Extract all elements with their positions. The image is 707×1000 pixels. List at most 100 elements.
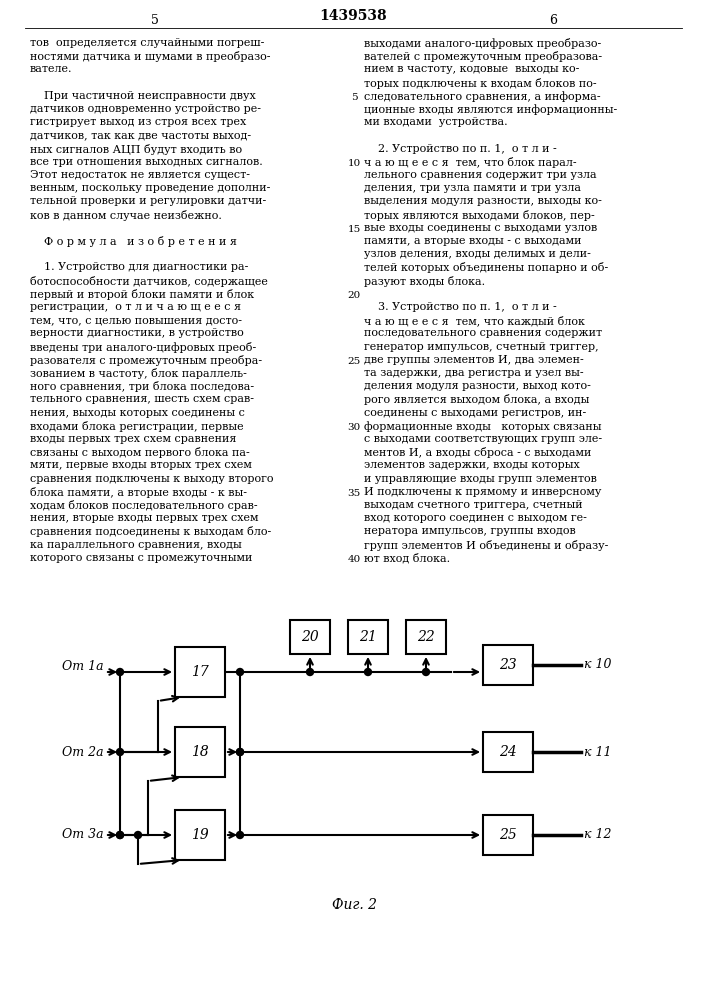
Text: ми входами  устройства.: ми входами устройства. [364,117,508,127]
Text: блока памяти, а вторые входы - к вы-: блока памяти, а вторые входы - к вы- [30,487,247,498]
Text: От 3а: От 3а [62,828,104,842]
Text: соединены с выходами регистров, ин-: соединены с выходами регистров, ин- [364,408,586,418]
Text: разователя с промежуточным преобра-: разователя с промежуточным преобра- [30,355,262,366]
Text: 20: 20 [347,291,361,300]
Text: генератор импульсов, счетный триггер,: генератор импульсов, счетный триггер, [364,342,599,352]
Text: 23: 23 [499,658,517,672]
Text: вход которого соединен с выходом ге-: вход которого соединен с выходом ге- [364,513,587,523]
Text: деления модуля разности, выход кото-: деления модуля разности, выход кото- [364,381,591,391]
Text: 5: 5 [151,13,159,26]
Text: И подключены к прямому и инверсному: И подключены к прямому и инверсному [364,487,602,497]
Text: 1439538: 1439538 [319,9,387,23]
Text: 5: 5 [351,93,357,102]
Circle shape [237,748,243,756]
Circle shape [307,668,313,676]
Circle shape [237,832,243,838]
Bar [175,727,225,777]
Text: ходам блоков последовательного срав-: ходам блоков последовательного срав- [30,500,257,511]
Text: тов  определяется случайными погреш-: тов определяется случайными погреш- [30,38,264,48]
Text: ментов И, а входы сброса - с выходами: ментов И, а входы сброса - с выходами [364,447,591,458]
Bar [348,620,388,654]
Text: 24: 24 [499,745,517,759]
Text: связаны с выходом первого блока па-: связаны с выходом первого блока па- [30,447,250,458]
Text: ботоспособности датчиков, содержащее: ботоспособности датчиков, содержащее [30,276,268,287]
Circle shape [117,668,124,676]
Text: выходам счетного триггера, счетный: выходам счетного триггера, счетный [364,500,583,510]
Circle shape [423,668,429,676]
Text: торых подключены к входам блоков по-: торых подключены к входам блоков по- [364,78,597,89]
Text: 40: 40 [347,555,361,564]
Text: лельного сравнения содержит три узла: лельного сравнения содержит три узла [364,170,597,180]
Text: ностями датчика и шумами в преобразо-: ностями датчика и шумами в преобразо- [30,51,271,62]
Circle shape [134,832,141,838]
Bar [175,647,225,697]
Text: вые входы соединены с выходами узлов: вые входы соединены с выходами узлов [364,223,597,233]
Text: 25: 25 [499,828,517,842]
Text: ных сигналов АЦП будут входить во: ных сигналов АЦП будут входить во [30,144,242,155]
Text: 18: 18 [191,745,209,759]
Text: выходами аналого-цифровых преобразо-: выходами аналого-цифровых преобразо- [364,38,601,49]
Text: 35: 35 [347,489,361,498]
Bar [175,810,225,860]
Circle shape [365,668,371,676]
Text: которого связаны с промежуточными: которого связаны с промежуточными [30,553,252,563]
Text: регистрации,  о т л и ч а ю щ е е с я: регистрации, о т л и ч а ю щ е е с я [30,302,241,312]
Text: верности диагностики, в устройство: верности диагностики, в устройство [30,328,244,338]
Text: 2. Устройство по п. 1,  о т л и -: 2. Устройство по п. 1, о т л и - [364,144,556,154]
Text: и управляющие входы групп элементов: и управляющие входы групп элементов [364,474,597,484]
Bar [483,645,533,685]
Text: 15: 15 [347,225,361,234]
Text: ков в данном случае неизбежно.: ков в данном случае неизбежно. [30,210,222,221]
Text: ционные входы являются информационны-: ционные входы являются информационны- [364,104,617,115]
Text: ка параллельного сравнения, входы: ка параллельного сравнения, входы [30,540,242,550]
Text: мяти, первые входы вторых трех схем: мяти, первые входы вторых трех схем [30,460,252,470]
Text: тельного сравнения, шесть схем срав-: тельного сравнения, шесть схем срав- [30,394,254,404]
Text: выделения модуля разности, выходы ко-: выделения модуля разности, выходы ко- [364,196,602,206]
Text: телей которых объединены попарно и об-: телей которых объединены попарно и об- [364,262,608,273]
Text: Этот недостаток не является сущест-: Этот недостаток не является сущест- [30,170,250,180]
Text: памяти, а вторые входы - с выходами: памяти, а вторые входы - с выходами [364,236,581,246]
Text: входами блока регистрации, первые: входами блока регистрации, первые [30,421,244,432]
Text: ют вход блока.: ют вход блока. [364,553,450,563]
Text: последовательного сравнения содержит: последовательного сравнения содержит [364,328,602,338]
Circle shape [117,748,124,756]
Text: групп элементов И объединены и образу-: групп элементов И объединены и образу- [364,540,609,551]
Text: гистрирует выход из строя всех трех: гистрирует выход из строя всех трех [30,117,246,127]
Text: вателей с промежуточным преобразова-: вателей с промежуточным преобразова- [364,51,602,62]
Text: ного сравнения, три блока последова-: ного сравнения, три блока последова- [30,381,254,392]
Text: сравнения подсоединены к выходам бло-: сравнения подсоединены к выходам бло- [30,526,271,537]
Text: Ф о р м у л а   и з о б р е т е н и я: Ф о р м у л а и з о б р е т е н и я [30,236,237,247]
Circle shape [237,668,243,676]
Text: с выходами соответствующих групп эле-: с выходами соответствующих групп эле- [364,434,602,444]
Text: рого является выходом блока, а входы: рого является выходом блока, а входы [364,394,590,405]
Text: 17: 17 [191,665,209,679]
Text: венным, поскольку проведение дополни-: венным, поскольку проведение дополни- [30,183,270,193]
Text: вателе.: вателе. [30,64,73,74]
Text: При частичной неисправности двух: При частичной неисправности двух [30,91,256,101]
Text: ч а ю щ е е с я  тем, что каждый блок: ч а ю щ е е с я тем, что каждый блок [364,315,585,326]
Text: 21: 21 [359,630,377,644]
Text: две группы элементов И, два элемен-: две группы элементов И, два элемен- [364,355,584,365]
Text: датчиков, так как две частоты выход-: датчиков, так как две частоты выход- [30,130,251,140]
Text: первый и второй блоки памяти и блок: первый и второй блоки памяти и блок [30,289,254,300]
Text: нератора импульсов, группы входов: нератора импульсов, группы входов [364,526,575,536]
Text: датчиков одновременно устройство ре-: датчиков одновременно устройство ре- [30,104,261,114]
Text: 6: 6 [549,13,557,26]
Text: следовательного сравнения, а информа-: следовательного сравнения, а информа- [364,91,601,102]
Text: От 1а: От 1а [62,660,104,674]
Text: 22: 22 [417,630,435,644]
Text: к 12: к 12 [584,828,612,842]
Text: нения, вторые входы первых трех схем: нения, вторые входы первых трех схем [30,513,259,523]
Text: нения, выходы которых соединены с: нения, выходы которых соединены с [30,408,245,418]
Bar [290,620,330,654]
Text: входы первых трех схем сравнения: входы первых трех схем сравнения [30,434,236,444]
Text: 20: 20 [301,630,319,644]
Text: узлов деления, входы делимых и дели-: узлов деления, входы делимых и дели- [364,249,591,259]
Text: сравнения подключены к выходу второго: сравнения подключены к выходу второго [30,474,274,484]
Bar [483,815,533,855]
Text: введены три аналого-цифровых преоб-: введены три аналого-цифровых преоб- [30,342,256,353]
Text: ч а ю щ е е с я  тем, что блок парал-: ч а ю щ е е с я тем, что блок парал- [364,157,577,168]
Text: нием в частоту, кодовые  выходы ко-: нием в частоту, кодовые выходы ко- [364,64,579,74]
Text: все три отношения выходных сигналов.: все три отношения выходных сигналов. [30,157,263,167]
Circle shape [117,832,124,838]
